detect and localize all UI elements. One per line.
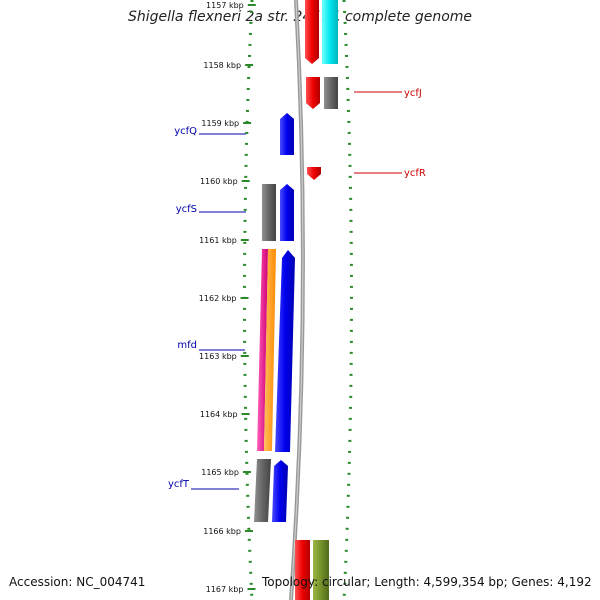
tick-label: 1165 kbp bbox=[201, 468, 239, 477]
tick-label: 1158 kbp bbox=[203, 61, 241, 70]
tick-label: 1163 kbp bbox=[199, 352, 237, 361]
tick-label: 1160 kbp bbox=[200, 177, 238, 186]
gene-label-group: ycfQ ycfS mfd ycfT ycfJ ycfR bbox=[168, 88, 426, 490]
tick-label: 1157 kbp bbox=[206, 1, 244, 10]
olive-feature-bottom bbox=[313, 540, 329, 600]
tick-label: 1162 kbp bbox=[199, 294, 237, 303]
reverse-cds-ycfJ bbox=[306, 77, 320, 109]
forward-cds-ycfQ bbox=[280, 113, 294, 155]
cyan-feature-top bbox=[322, 0, 338, 64]
magenta-feature-mfd bbox=[257, 249, 268, 451]
gene-label-ycfS: ycfS bbox=[176, 204, 197, 215]
gene-label-ycfR: ycfR bbox=[404, 168, 426, 179]
forward-cds-ycfS bbox=[280, 184, 294, 241]
tick-label: 1166 kbp bbox=[203, 527, 241, 536]
forward-cds-mfd bbox=[275, 250, 295, 452]
gene-ycfT bbox=[254, 459, 271, 522]
genome-backbone-highlight bbox=[290, 0, 304, 600]
gene-ycfJ bbox=[324, 77, 338, 109]
tick-label: 1167 kbp bbox=[206, 585, 244, 594]
accession-text: Accession: NC_004741 bbox=[9, 575, 146, 589]
gene-label-mfd: mfd bbox=[177, 340, 197, 351]
forward-cds-ycfT bbox=[272, 460, 288, 522]
map-title: Shigella flexneri 2a str. 2457T, complet… bbox=[127, 9, 473, 25]
gene-label-ycfT: ycfT bbox=[168, 479, 190, 490]
tick-label: 1159 kbp bbox=[201, 119, 239, 128]
left-tick-rail bbox=[243, 0, 254, 600]
reverse-cds-bottom bbox=[295, 540, 310, 600]
right-tick-rail bbox=[342, 0, 353, 600]
reverse-cds-top bbox=[305, 0, 319, 64]
gene-ycfS bbox=[262, 184, 276, 241]
topology-text: Topology: circular; Length: 4,599,354 bp… bbox=[262, 575, 592, 589]
gene-label-ycfQ: ycfQ bbox=[174, 126, 197, 137]
tick-label: 1161 kbp bbox=[199, 236, 237, 245]
gene-label-ycfJ: ycfJ bbox=[404, 88, 422, 99]
reverse-cds-ycfR bbox=[307, 167, 321, 180]
tick-group: 1157 kbp 1158 kbp 1159 kbp 1160 kbp 1161 kbp… bbox=[199, 1, 256, 594]
tick-label: 1164 kbp bbox=[200, 410, 238, 419]
orange-feature-mfd bbox=[264, 249, 276, 451]
